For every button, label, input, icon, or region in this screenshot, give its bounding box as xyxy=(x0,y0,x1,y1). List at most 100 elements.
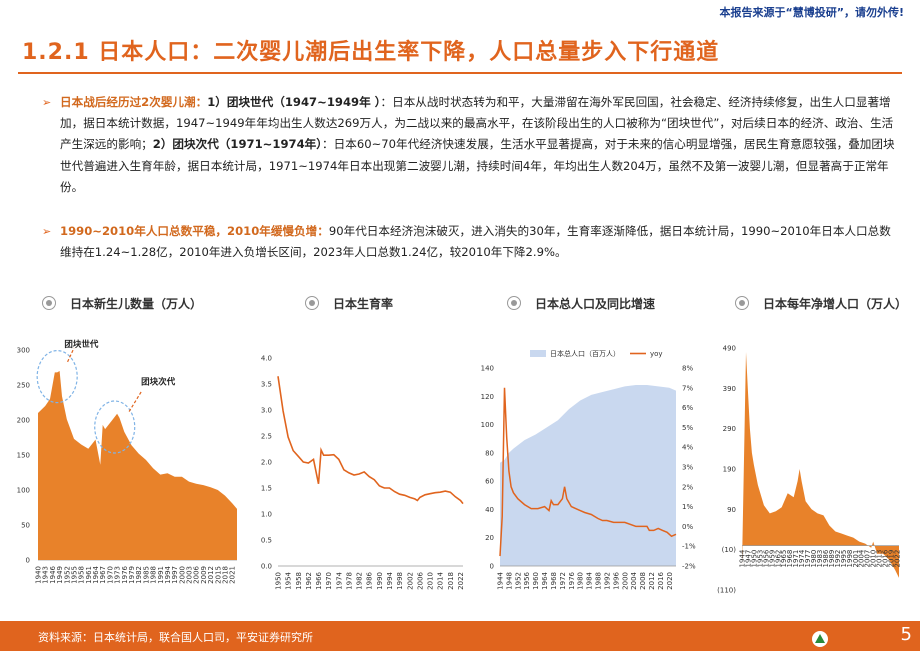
y-right-tick-label: -2% xyxy=(682,563,696,571)
y-left-tick-label: 20 xyxy=(485,534,494,542)
y-right-tick-label: 2% xyxy=(682,483,693,491)
y-right-tick-label: 3% xyxy=(682,464,693,472)
x-tick-label: 2012 xyxy=(648,572,656,590)
x-tick-label: 1966 xyxy=(315,571,323,589)
arrow-bullet-icon: ➢ xyxy=(42,96,52,109)
x-tick-label: 1954 xyxy=(285,571,293,589)
net-increase-area xyxy=(742,352,899,578)
x-tick-label: 1968 xyxy=(550,572,558,590)
x-tick-label: 1944 xyxy=(739,549,747,567)
bullet-2-highlight: 1990~2010年人口总数平稳，2010年缓慢负增： xyxy=(60,224,329,238)
y-tick-label: 190 xyxy=(723,466,736,474)
y-tick-label: 3.5 xyxy=(261,381,272,389)
x-tick-label: 2022 xyxy=(894,550,902,568)
x-tick-label: 2009 xyxy=(200,566,208,584)
y-tick-label: 2.0 xyxy=(261,459,272,467)
bullet-1-part1-text: ：日本从战时状态转为和平，大量滞留在海外军民回国，社会稳定、经济持续修复，出生人… xyxy=(60,95,894,152)
x-tick-label: 1976 xyxy=(121,565,129,583)
y-tick-label: 490 xyxy=(723,345,736,353)
y-left-tick-label: 60 xyxy=(485,478,494,486)
page-number: 5 xyxy=(900,624,912,645)
x-tick-label: 1974 xyxy=(335,571,343,589)
fertility-line xyxy=(277,376,464,505)
x-tick-label: 1980 xyxy=(810,550,818,568)
x-tick-label: 2003 xyxy=(186,566,194,584)
x-tick-label: 1968 xyxy=(786,550,794,568)
y-tick-label: (10) xyxy=(722,546,737,554)
x-tick-label: 1998 xyxy=(396,572,404,590)
x-tick-label: 2000 xyxy=(621,572,629,590)
chart-1-title-text: 日本新生儿数量（万人） xyxy=(70,296,203,311)
bullet-1-part2-text: ：日本60~70年代经济快速发展，生活水平显著提高，对于未来的信心明显增强，居民… xyxy=(60,137,895,194)
x-tick-label: 2018 xyxy=(222,566,230,584)
chart-2-title: 日本生育率 xyxy=(305,292,393,314)
bullet-1-part1-bold: 1）团块世代（1947~1949年 ） xyxy=(207,95,381,109)
x-tick-label: 1940 xyxy=(35,566,43,584)
boom-1-arrow xyxy=(67,347,75,363)
y-tick-label: 2.5 xyxy=(261,433,272,441)
x-tick-label: 2016 xyxy=(657,571,665,589)
x-tick-label: 2016 xyxy=(882,549,890,567)
radio-icon xyxy=(42,296,56,310)
y-tick-label: 300 xyxy=(17,347,30,355)
y-right-tick-label: 8% xyxy=(682,365,693,373)
y-left-tick-label: 120 xyxy=(481,393,494,401)
x-tick-label: 1982 xyxy=(356,572,364,590)
x-tick-label: 2004 xyxy=(858,549,866,567)
net-increase-chart: (110)(10)9019029039049019441947195019531… xyxy=(717,345,902,595)
bullet-baby-booms: ➢ 日本战后经历过2次婴儿潮：1）团块世代（1947~1949年 ）：日本从战时… xyxy=(42,92,895,198)
x-tick-label: 1986 xyxy=(822,549,830,567)
x-tick-label: 1992 xyxy=(834,550,842,568)
source-note: 资料来源：日本统计局，联合国人口司，平安证券研究所 xyxy=(38,631,313,644)
legend-population-label: 日本总人口（百万人） xyxy=(550,349,620,358)
x-tick-label: 1978 xyxy=(345,572,353,590)
chart-1-title: 日本新生儿数量（万人） xyxy=(42,292,202,314)
boom-2-highlight-ellipse xyxy=(94,400,136,454)
y-tick-label: 0 xyxy=(26,557,30,565)
x-tick-label: 2012 xyxy=(207,566,215,584)
chart-3-title: 日本总人口及同比增速 xyxy=(507,292,655,314)
x-tick-label: 1955 xyxy=(70,566,78,584)
x-tick-label: 1996 xyxy=(612,571,620,589)
x-tick-label: 2010 xyxy=(427,572,435,590)
x-tick-label: 1953 xyxy=(756,550,764,568)
x-tick-label: 2001 xyxy=(852,550,860,568)
y-tick-label: 4.0 xyxy=(261,355,272,363)
x-tick-label: 2002 xyxy=(406,572,414,590)
x-tick-label: 1950 xyxy=(275,572,283,590)
title-divider xyxy=(18,72,902,74)
x-tick-label: 1982 xyxy=(135,566,143,584)
boom-1-label: 团块世代 xyxy=(64,339,99,350)
footer: 资料来源：日本统计局，联合国人口司，平安证券研究所 5 xyxy=(0,621,920,651)
x-tick-label: 1994 xyxy=(386,571,394,589)
x-tick-label: 2014 xyxy=(437,571,445,589)
radio-icon xyxy=(735,296,749,310)
population-area xyxy=(500,385,676,566)
x-tick-label: 1986 xyxy=(366,571,374,589)
legend-yoy-label: yoy xyxy=(650,350,663,358)
y-tick-label: 100 xyxy=(17,487,30,495)
x-tick-label: 1943 xyxy=(42,566,50,584)
page-title: 1.2.1 日本人口：二次婴儿潮后出生率下降，人口总量步入下行通道 xyxy=(22,40,720,65)
x-tick-label: 1984 xyxy=(586,571,594,589)
x-tick-label: 1965 xyxy=(780,550,788,568)
x-tick-label: 2020 xyxy=(666,572,674,590)
y-left-tick-label: 0 xyxy=(490,563,494,571)
x-tick-label: 1961 xyxy=(85,566,93,584)
y-right-tick-label: 5% xyxy=(682,424,693,432)
x-tick-label: 1952 xyxy=(514,572,522,590)
arrow-bullet-icon: ➢ xyxy=(42,225,52,238)
x-tick-label: 2004 xyxy=(630,571,638,589)
x-tick-label: 1960 xyxy=(532,572,540,590)
births-area xyxy=(38,371,237,560)
y-right-tick-label: 0% xyxy=(682,523,693,531)
x-tick-label: 1952 xyxy=(63,566,71,584)
x-tick-label: 1958 xyxy=(295,572,303,590)
x-tick-label: 2007 xyxy=(864,550,872,568)
yoy-line xyxy=(499,387,677,557)
x-tick-label: 1962 xyxy=(774,550,782,568)
chart-4-title-text: 日本每年净增人口（万人） xyxy=(763,296,908,311)
x-tick-label: 1950 xyxy=(750,550,758,568)
x-tick-label: 1971 xyxy=(792,550,800,568)
boom-2-label: 团块次代 xyxy=(141,376,176,387)
